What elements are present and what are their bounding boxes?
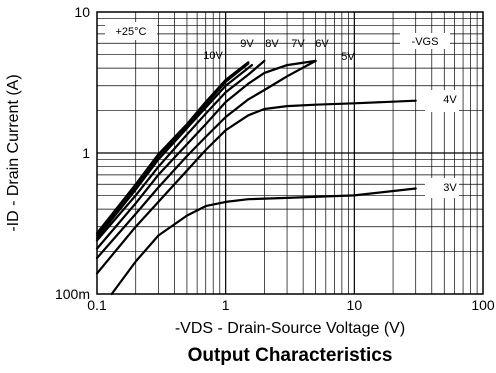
- y-tick-label: 10: [74, 4, 90, 20]
- series-label-5v: 5V: [341, 51, 355, 63]
- curve-10v: [95, 61, 250, 235]
- curve-7v: [95, 59, 266, 242]
- x-tick-label: 1: [222, 297, 230, 313]
- tick-labels: 0.1 1 10 100 100m 1 10: [55, 4, 495, 313]
- series-label-9v: 9V: [240, 38, 254, 50]
- series-label-6v: 6V: [315, 38, 329, 50]
- curve-6v: [95, 59, 317, 250]
- series-label-4v: 4V: [443, 94, 457, 106]
- series-label-3v: 3V: [443, 182, 457, 194]
- series-label-8v: 8V: [265, 38, 279, 50]
- curve-3v: [110, 187, 417, 296]
- annotations: 10V 9V 8V 7V 6V 5V 4V 3V +25°C -VGS: [115, 26, 457, 194]
- curve-5v: [95, 59, 317, 260]
- vgs-legend-label: -VGS: [412, 36, 439, 48]
- x-axis-label: -VDS - Drain-Source Voltage (V): [175, 320, 405, 337]
- label-background: [400, 33, 450, 49]
- curve-4v: [95, 99, 417, 275]
- label-background: [105, 22, 157, 40]
- curves: [95, 22, 459, 296]
- curve-8v: [95, 63, 253, 239]
- x-tick-label: 100: [471, 297, 495, 313]
- x-tick-label: 10: [347, 297, 363, 313]
- temperature-annotation: +25°C: [115, 26, 146, 38]
- y-tick-label: 1: [82, 145, 90, 161]
- y-axis-label: -ID - Drain Current (A): [5, 74, 22, 231]
- series-label-10v: 10V: [203, 50, 223, 62]
- x-tick-label: 0.1: [87, 297, 107, 313]
- plot-frame: [96, 11, 484, 295]
- y-tick-label: 100m: [55, 286, 90, 302]
- curve-9v: [95, 62, 250, 237]
- chart-title: Output Characteristics: [188, 345, 393, 366]
- series-label-7v: 7V: [291, 38, 305, 50]
- label-background: [425, 90, 459, 112]
- label-background: [425, 178, 459, 198]
